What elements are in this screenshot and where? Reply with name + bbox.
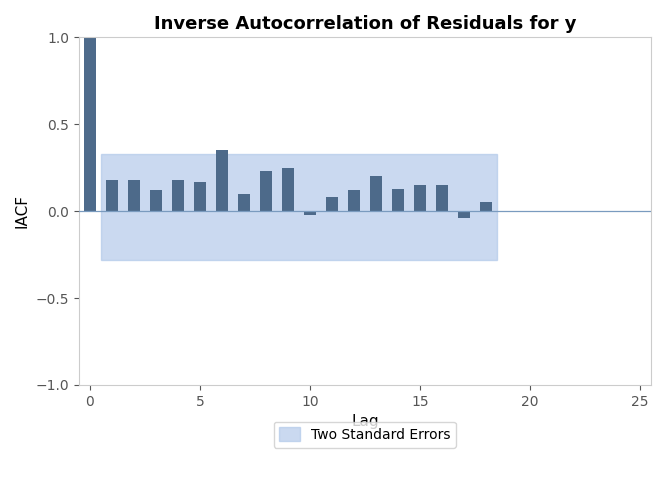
Bar xyxy=(216,150,228,211)
Bar xyxy=(348,190,360,211)
Bar xyxy=(172,180,184,211)
Legend: Two Standard Errors: Two Standard Errors xyxy=(274,422,456,448)
Bar xyxy=(260,171,272,211)
Bar xyxy=(282,168,294,211)
Bar xyxy=(84,38,96,211)
Bar xyxy=(370,176,382,211)
Bar xyxy=(128,180,140,211)
Bar xyxy=(480,202,492,211)
Title: Inverse Autocorrelation of Residuals for y: Inverse Autocorrelation of Residuals for… xyxy=(154,15,576,33)
Bar xyxy=(106,180,118,211)
Bar xyxy=(304,211,316,214)
Bar xyxy=(436,185,448,211)
Bar xyxy=(326,197,338,211)
Bar xyxy=(150,190,162,211)
Bar xyxy=(392,188,404,211)
Bar xyxy=(458,211,470,218)
Bar xyxy=(238,194,250,211)
Y-axis label: IACF: IACF xyxy=(15,194,30,228)
Bar xyxy=(194,182,206,211)
X-axis label: Lag: Lag xyxy=(351,414,379,429)
Bar xyxy=(101,154,497,260)
Bar xyxy=(414,185,426,211)
